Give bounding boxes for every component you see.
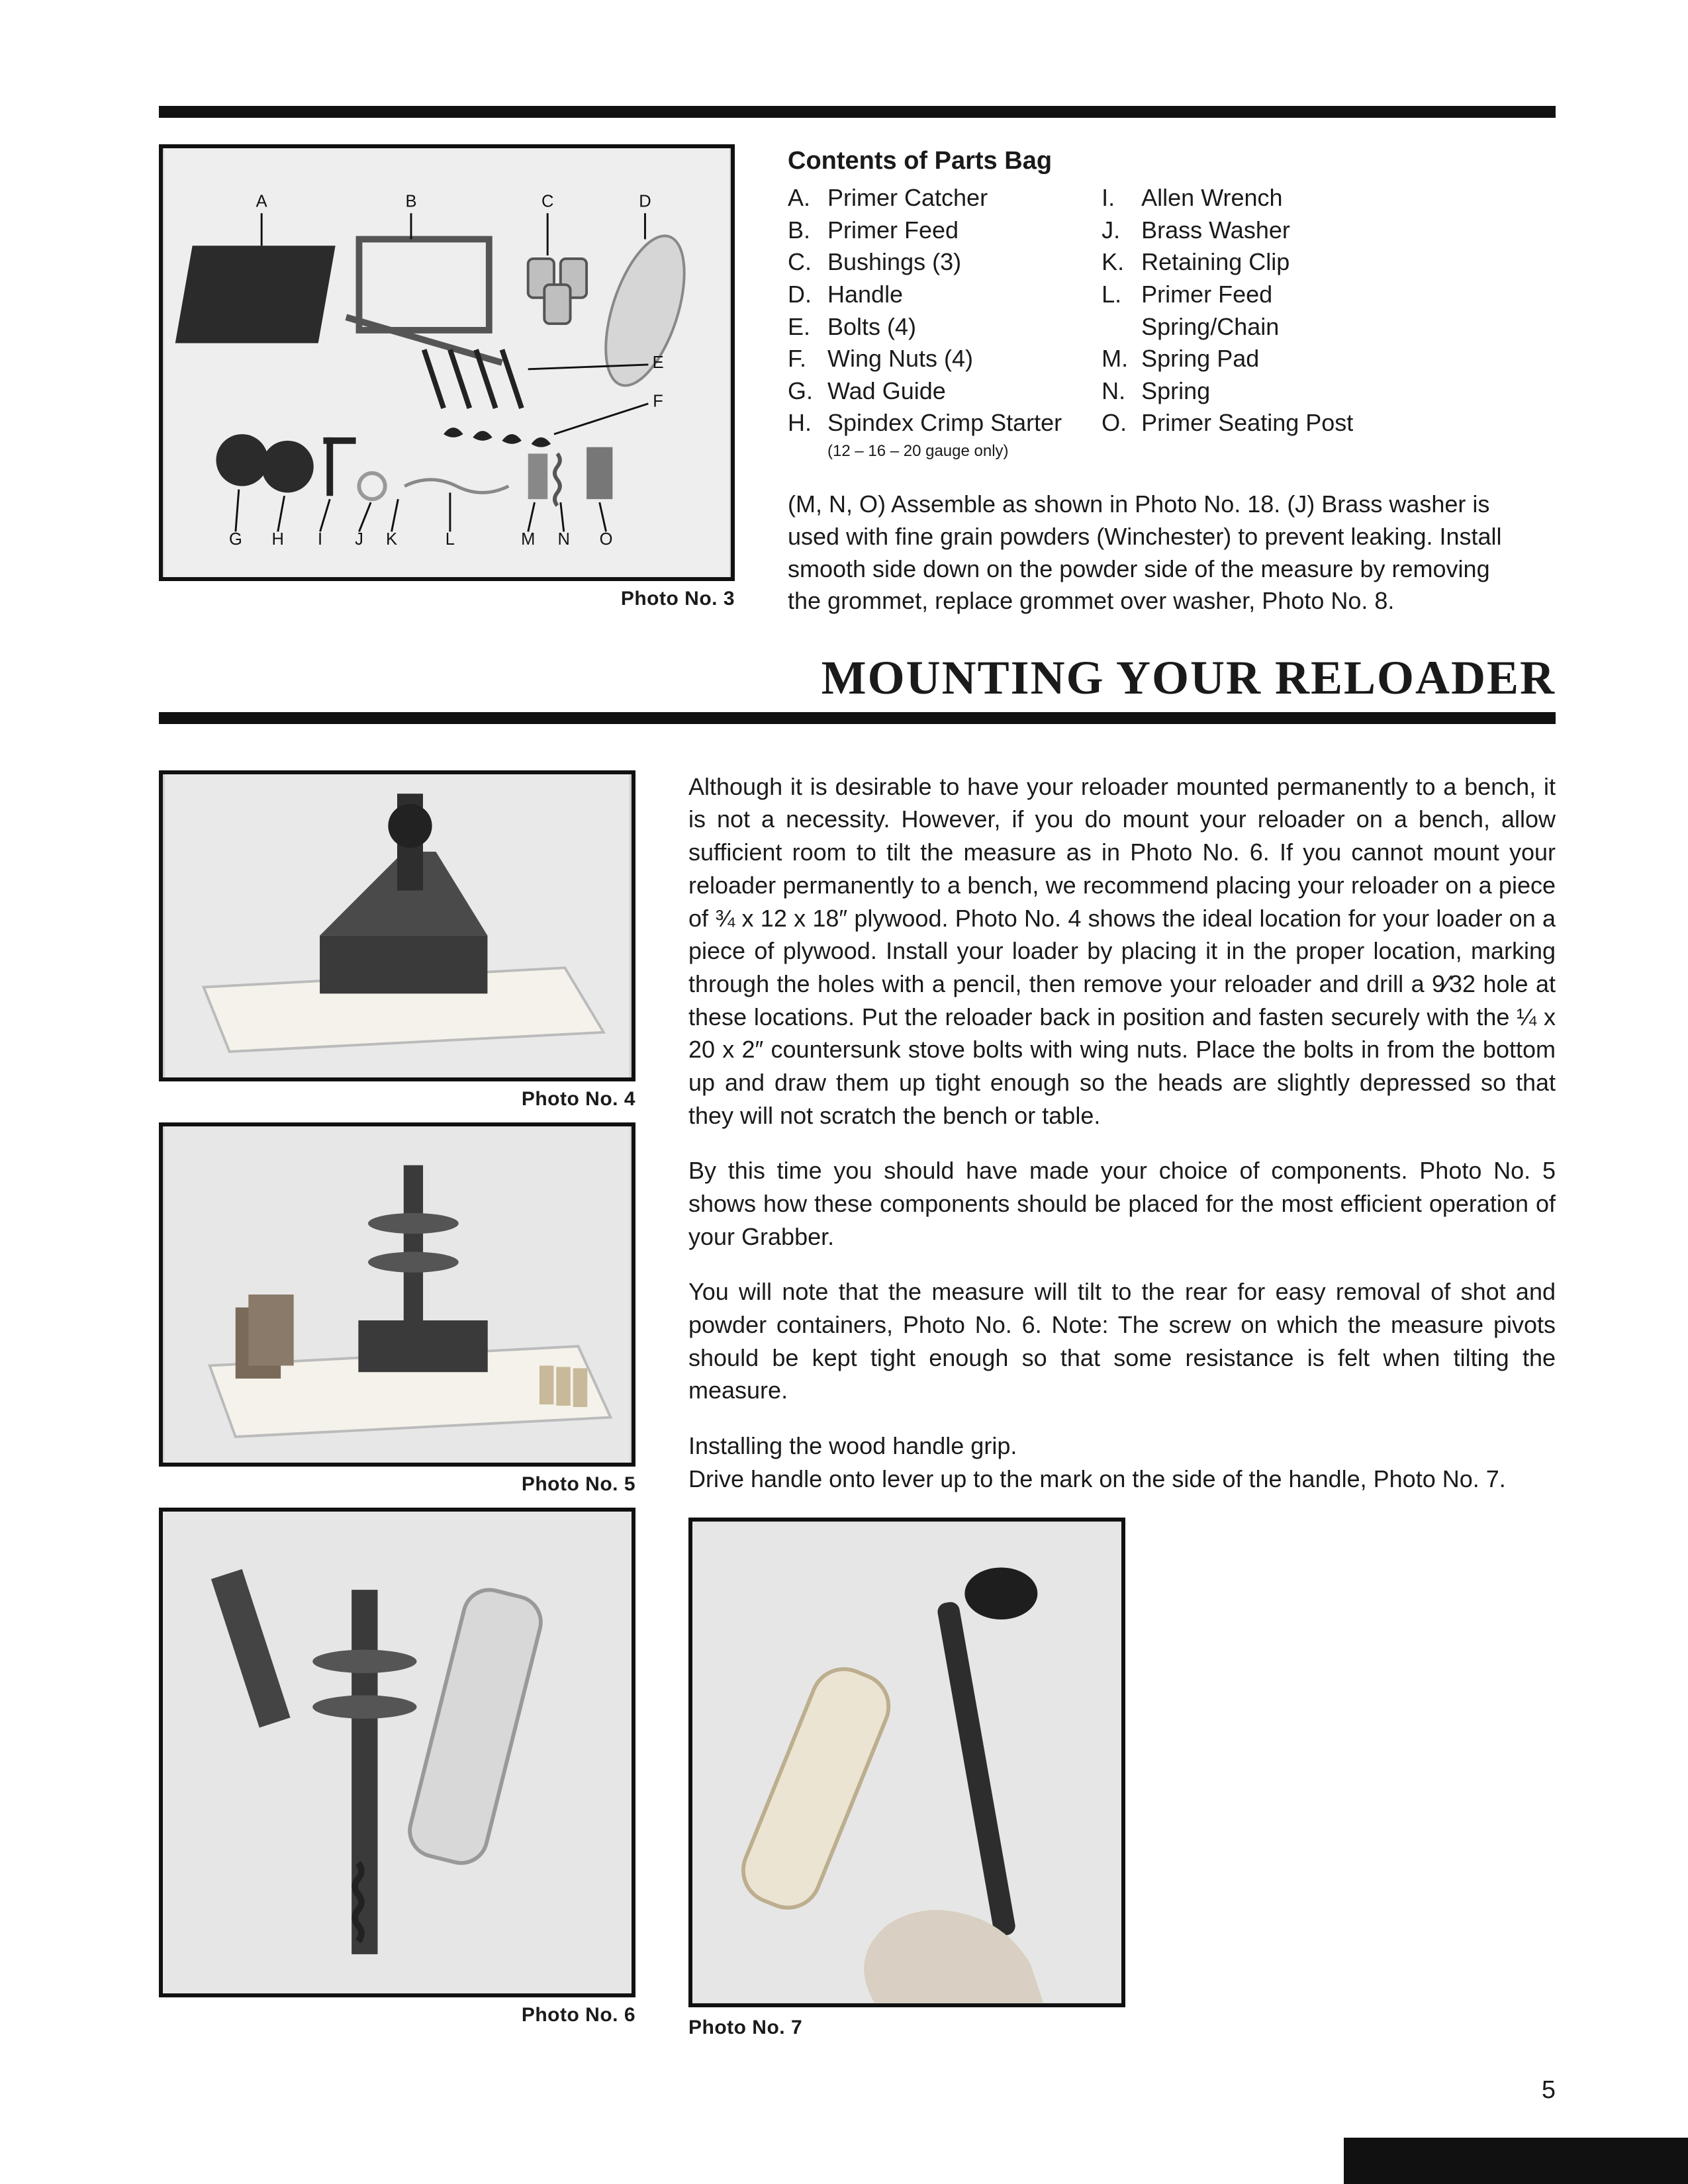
photo-6-caption: Photo No. 6 <box>159 2004 635 2026</box>
svg-text:I: I <box>318 530 322 549</box>
photo-5-caption: Photo No. 5 <box>159 1473 635 1496</box>
svg-text:E: E <box>653 353 664 372</box>
top-section: A B C D E F G H I J K L <box>159 144 1556 617</box>
svg-text:K: K <box>386 530 397 549</box>
left-photo-column: Photo No. 4 <box>159 770 635 2042</box>
body-para-2: By this time you should have made your c… <box>688 1154 1556 1253</box>
page: A B C D E F G H I J K L <box>0 0 1688 2184</box>
parts-list-left: A.Primer Catcher B.Primer Feed C.Bushing… <box>788 182 1062 439</box>
section-rule <box>159 712 1556 724</box>
svg-text:A: A <box>256 192 267 210</box>
photo-7-wrap: Photo No. 7 <box>688 1518 1125 2041</box>
hammer-handle-icon <box>692 1522 1121 2003</box>
body-column: Although it is desirable to have your re… <box>688 770 1556 2042</box>
bottom-photo-row: Photo No. 7 <box>688 1518 1556 2041</box>
svg-text:B: B <box>405 192 416 210</box>
photo-7 <box>688 1518 1125 2007</box>
section-title: MOUNTING YOUR RELOADER <box>159 651 1556 705</box>
svg-text:G: G <box>229 530 242 549</box>
parts-lists: A.Primer Catcher B.Primer Feed C.Bushing… <box>788 182 1556 439</box>
components-layout-icon <box>163 1126 632 1463</box>
photo-6-wrap: Photo No. 6 <box>159 1508 635 2026</box>
svg-text:C: C <box>541 192 553 210</box>
svg-text:F: F <box>653 392 663 411</box>
photo-5 <box>159 1122 635 1467</box>
photo-4-caption: Photo No. 4 <box>159 1088 635 1111</box>
top-rule <box>159 106 1556 118</box>
svg-text:L: L <box>445 530 455 549</box>
parts-diagram-icon: A B C D E F G H I J K L <box>163 148 731 577</box>
parts-list-right: I.Allen Wrench J.Brass Washer K.Retainin… <box>1102 182 1353 439</box>
photo-3-caption: Photo No. 3 <box>159 588 735 610</box>
lower-section: Photo No. 4 <box>159 770 1556 2042</box>
photo-3: A B C D E F G H I J K L <box>159 144 735 581</box>
svg-text:D: D <box>639 192 651 210</box>
svg-text:J: J <box>355 530 363 549</box>
body-para-1: Although it is desirable to have your re… <box>688 770 1556 1132</box>
photo-4 <box>159 770 635 1081</box>
parts-note: (M, N, O) Assemble as shown in Photo No.… <box>788 488 1516 617</box>
svg-text:N: N <box>558 530 570 549</box>
photo-3-wrap: A B C D E F G H I J K L <box>159 144 735 617</box>
reloader-on-board-icon <box>163 774 632 1077</box>
page-number: 5 <box>1542 2076 1556 2105</box>
corner-tab <box>1344 2138 1688 2184</box>
svg-text:M: M <box>521 530 535 549</box>
parts-column: Contents of Parts Bag A.Primer Catcher B… <box>788 144 1556 617</box>
photo-5-wrap: Photo No. 5 <box>159 1122 635 1496</box>
body-para-3: You will note that the measure will tilt… <box>688 1275 1556 1407</box>
body-para-4a: Installing the wood handle grip. <box>688 1430 1556 1463</box>
photo-7-caption: Photo No. 7 <box>688 2014 1125 2041</box>
parts-fine-print: (12 – 16 – 20 gauge only) <box>827 441 1556 462</box>
section-title-wrap: MOUNTING YOUR RELOADER <box>159 651 1556 724</box>
parts-heading: Contents of Parts Bag <box>788 144 1556 178</box>
photo-4-wrap: Photo No. 4 <box>159 770 635 1111</box>
body-para-4b: Drive handle onto lever up to the mark o… <box>688 1463 1556 1496</box>
photo-6 <box>159 1508 635 1997</box>
svg-text:H: H <box>272 530 284 549</box>
tilt-measure-icon <box>163 1512 632 1993</box>
svg-text:O: O <box>600 530 613 549</box>
